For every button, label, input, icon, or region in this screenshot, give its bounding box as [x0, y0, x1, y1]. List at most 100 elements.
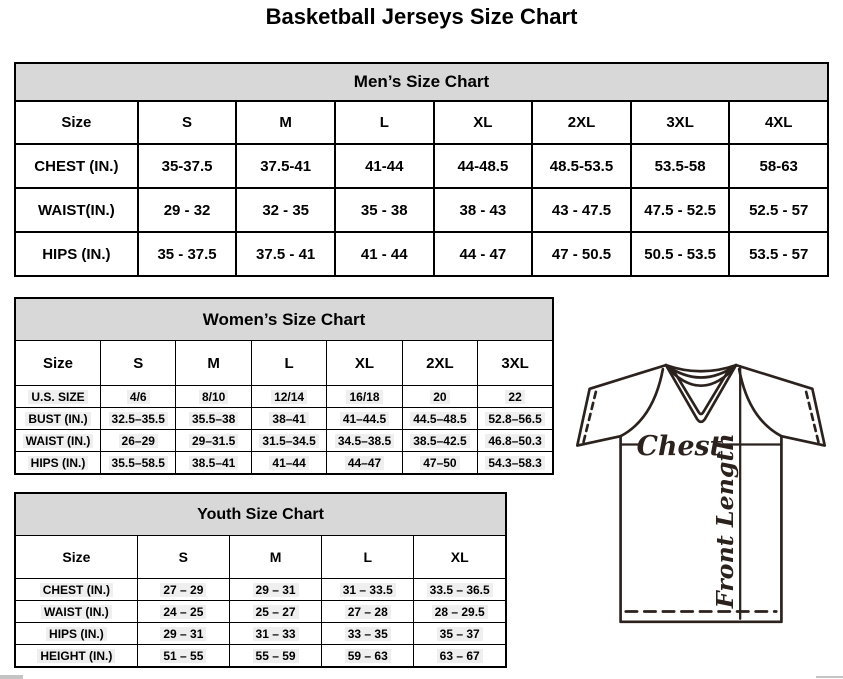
table-cell: 38 - 43	[432, 187, 534, 233]
table-cell: 35 - 38	[333, 187, 435, 233]
table-cell: 37.5-41	[235, 143, 336, 189]
cell-text: 31 – 33.5	[339, 582, 396, 597]
cell-text: 59 – 63	[344, 648, 391, 663]
cell-text: 29 – 31	[160, 626, 207, 641]
cell-text: 29 – 31	[252, 582, 299, 597]
table-cell: 35.5–58.5	[100, 451, 177, 475]
cell-text: 44.5–48.5	[410, 411, 470, 426]
size-header-cell: M	[235, 100, 336, 145]
cell-text: 46.8–50.3	[485, 433, 545, 448]
cell-text: 22	[505, 389, 525, 404]
size-header-cell: XL	[413, 535, 507, 579]
table-cell: 53.5-58	[629, 143, 731, 189]
size-header-cell: S	[100, 340, 177, 386]
front-length-label: Front Length	[711, 433, 739, 609]
table-cell: 51 – 55	[136, 644, 230, 668]
table-cell: 35 - 37.5	[136, 231, 238, 277]
table-cell: 52.5 - 57	[728, 187, 829, 233]
cell-text: U.S. SIZE	[28, 389, 88, 404]
cell-text: BUST (IN.)	[25, 411, 91, 426]
table-cell: 58-63	[728, 143, 829, 189]
table-cell: 32.5–35.5	[100, 407, 177, 430]
table-cell: 38.5–42.5	[401, 429, 479, 452]
table-cell: 43 - 47.5	[531, 187, 632, 233]
size-header-cell: M	[175, 340, 252, 386]
cell-text: 24 – 25	[160, 604, 207, 619]
table-title: Men’s Size Chart	[14, 62, 829, 102]
table-cell: 8/10	[175, 385, 252, 408]
table-cell: 25 – 27	[228, 600, 323, 623]
size-header-cell: XL	[326, 340, 403, 386]
table-cell: 41–44.5	[326, 407, 403, 430]
table-cell: 29 - 32	[136, 187, 238, 233]
cell-text: 16/18	[346, 389, 383, 404]
row-label: WAIST(IN.)	[14, 187, 139, 233]
cell-text: 34.5–38.5	[334, 433, 395, 448]
cell-text: 28 – 29.5	[431, 604, 488, 619]
table-cell: 31.5–34.5	[250, 429, 328, 452]
row-label: WAIST (IN.)	[14, 429, 102, 452]
youth-size-chart-table: Youth Size Chart Size S M L XL CHEST (IN.) 27 –…	[14, 492, 507, 668]
size-header-cell: S	[136, 100, 238, 145]
cell-text: 27 – 28	[344, 604, 391, 619]
cell-text: 38.5–41	[188, 455, 239, 470]
row-label: U.S. SIZE	[14, 385, 102, 408]
cell-text: 41–44.5	[339, 411, 390, 426]
table-cell: 54.3–58.3	[477, 451, 554, 475]
table-cell: 53.5 - 57	[728, 231, 829, 277]
cell-text: 55 – 59	[252, 648, 299, 663]
table-cell: 47.5 - 52.5	[629, 187, 731, 233]
table-cell: 35-37.5	[136, 143, 238, 189]
table-cell: 55 – 59	[228, 644, 323, 668]
row-label: BUST (IN.)	[14, 407, 102, 430]
size-header-cell: Size	[14, 100, 139, 145]
cell-text: HEIGHT (IN.)	[37, 648, 116, 663]
table-cell: 27 – 29	[136, 578, 230, 601]
jersey-diagram-svg: Chest Front Length	[575, 363, 827, 624]
table-cell: 26–29	[100, 429, 177, 452]
cell-text: 35.5–38	[188, 411, 239, 426]
table-cell: 44–47	[326, 451, 403, 475]
table-cell: 22	[477, 385, 554, 408]
cell-text: 26–29	[118, 433, 158, 448]
cell-text: 8/10	[198, 389, 229, 404]
cell-text: 51 – 55	[160, 648, 207, 663]
table-cell: 20	[401, 385, 479, 408]
table-cell: 44.5–48.5	[401, 407, 479, 430]
cell-text: WAIST (IN.)	[22, 433, 94, 448]
size-header-cell: M	[228, 535, 323, 579]
cell-text: 33 – 35	[344, 626, 391, 641]
table-cell: 35 – 37	[413, 622, 507, 645]
row-label: HIPS (IN.)	[14, 622, 138, 645]
cell-text: 20	[430, 389, 450, 404]
table-cell: 28 – 29.5	[413, 600, 507, 623]
cell-text: 38–41	[269, 411, 309, 426]
cell-text: 38.5–42.5	[410, 433, 470, 448]
table-cell: 29 – 31	[228, 578, 323, 601]
table-cell: 48.5-53.5	[531, 143, 632, 189]
cell-text: CHEST (IN.)	[39, 582, 114, 597]
cell-text: 33.5 – 36.5	[426, 582, 493, 597]
scrollbar-fragment-left	[0, 675, 23, 679]
table-cell: 37.5 - 41	[235, 231, 336, 277]
row-label: HIPS (IN.)	[14, 231, 139, 277]
mens-size-chart-table: Men’s Size Chart Size S M L XL 2XL 3XL 4XL CHEST …	[14, 62, 829, 277]
table-cell: 27 – 28	[321, 600, 415, 623]
size-header-cell: S	[136, 535, 230, 579]
table-cell: 35.5–38	[175, 407, 252, 430]
chest-label: Chest	[637, 431, 723, 462]
vneck-inner-line	[670, 366, 732, 416]
table-cell: 33.5 – 36.5	[413, 578, 507, 601]
cell-text: WAIST (IN.)	[41, 604, 112, 619]
table-cell: 29–31.5	[175, 429, 252, 452]
table-cell: 31 – 33.5	[321, 578, 415, 601]
cell-text: HIPS (IN.)	[27, 455, 89, 470]
size-header-cell: L	[321, 535, 415, 579]
cell-text: 27 – 29	[160, 582, 207, 597]
cell-text: 54.3–58.3	[485, 455, 545, 470]
cell-text: 44–47	[344, 455, 385, 470]
cell-text: 31.5–34.5	[259, 433, 319, 448]
row-label: CHEST (IN.)	[14, 578, 138, 601]
table-cell: 32 - 35	[235, 187, 336, 233]
table-title: Women’s Size Chart	[14, 297, 554, 341]
